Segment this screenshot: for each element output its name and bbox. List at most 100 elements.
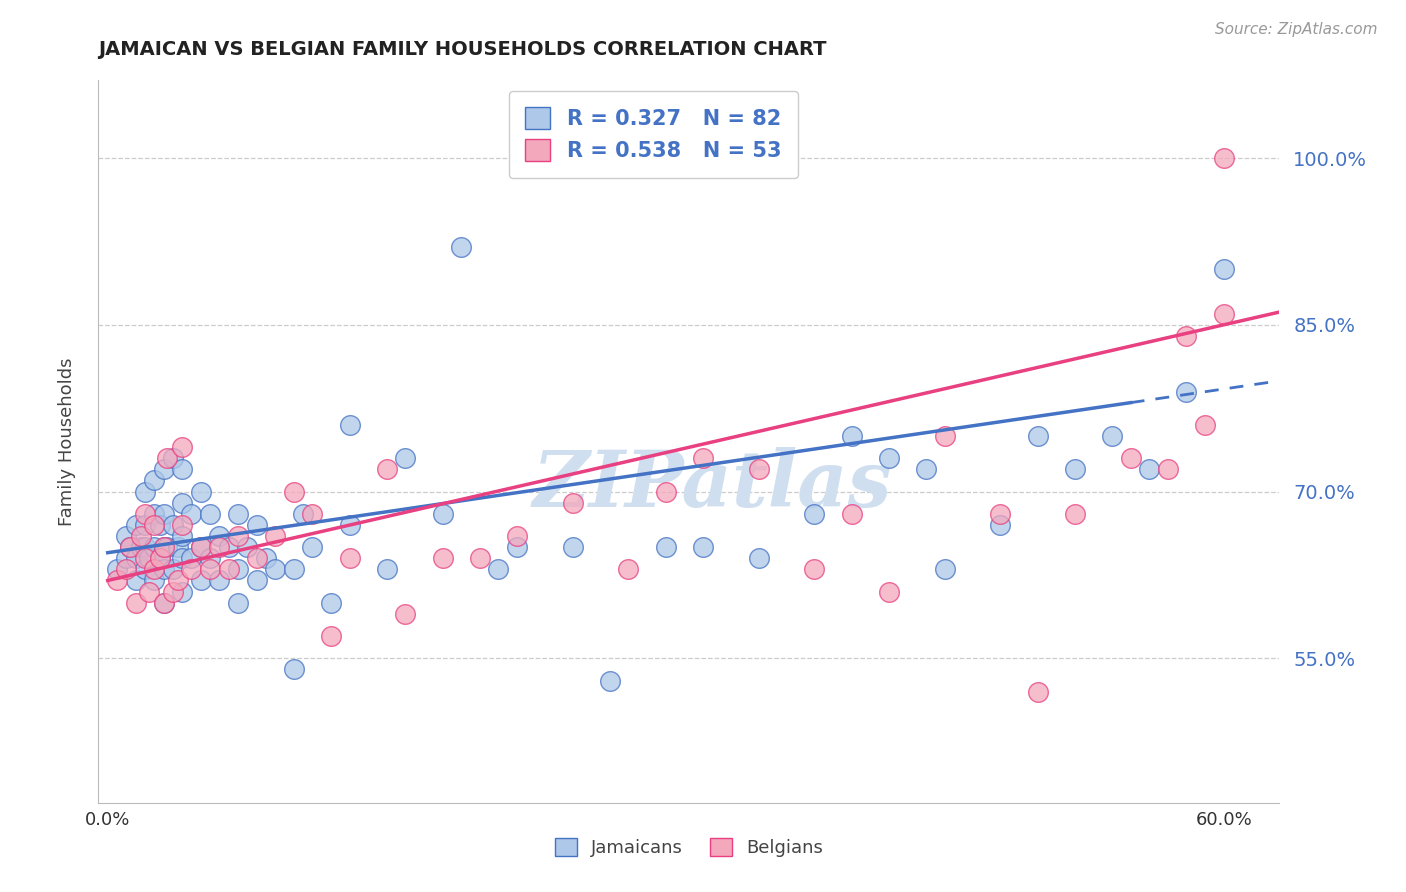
Point — [506, 540, 529, 554]
Point — [301, 507, 323, 521]
Point — [149, 517, 172, 532]
Point — [339, 551, 361, 566]
Text: JAMAICAN VS BELGIAN FAMILY HOUSEHOLDS CORRELATION CHART: JAMAICAN VS BELGIAN FAMILY HOUSEHOLDS CO… — [98, 40, 827, 59]
Point — [692, 540, 714, 554]
Point — [172, 496, 194, 510]
Point — [1194, 417, 1216, 432]
Point — [208, 529, 231, 543]
Point — [218, 540, 240, 554]
Point — [198, 562, 221, 576]
Point — [319, 596, 342, 610]
Point — [803, 507, 825, 521]
Point — [134, 507, 156, 521]
Point — [152, 462, 174, 476]
Point — [561, 496, 583, 510]
Point — [1119, 451, 1142, 466]
Point — [245, 551, 267, 566]
Point — [172, 584, 194, 599]
Point — [149, 551, 172, 566]
Point — [1063, 507, 1085, 521]
Point — [1175, 329, 1198, 343]
Point — [190, 574, 212, 588]
Point — [218, 562, 240, 576]
Point — [172, 529, 194, 543]
Point — [468, 551, 491, 566]
Point — [172, 517, 194, 532]
Point — [375, 462, 398, 476]
Point — [561, 540, 583, 554]
Point — [915, 462, 938, 476]
Legend: Jamaicans, Belgians: Jamaicans, Belgians — [546, 829, 832, 866]
Point — [1063, 462, 1085, 476]
Point — [1026, 684, 1049, 698]
Point — [115, 529, 138, 543]
Point — [134, 562, 156, 576]
Point — [180, 551, 202, 566]
Point — [1157, 462, 1180, 476]
Point — [162, 451, 184, 466]
Point — [124, 596, 146, 610]
Point — [129, 529, 152, 543]
Point — [1026, 429, 1049, 443]
Point — [1212, 307, 1234, 321]
Point — [226, 562, 249, 576]
Point — [226, 529, 249, 543]
Point — [450, 240, 472, 254]
Point — [934, 562, 956, 576]
Point — [115, 562, 138, 576]
Point — [118, 540, 141, 554]
Point — [143, 474, 166, 488]
Point — [152, 596, 174, 610]
Point — [339, 517, 361, 532]
Point — [156, 451, 179, 466]
Point — [190, 540, 212, 554]
Point — [236, 540, 259, 554]
Point — [283, 562, 305, 576]
Point — [180, 507, 202, 521]
Text: Source: ZipAtlas.com: Source: ZipAtlas.com — [1215, 22, 1378, 37]
Text: ZIPatlas: ZIPatlas — [533, 447, 893, 523]
Point — [254, 551, 277, 566]
Point — [134, 517, 156, 532]
Point — [172, 462, 194, 476]
Point — [152, 540, 174, 554]
Point — [162, 517, 184, 532]
Point — [748, 462, 770, 476]
Point — [990, 507, 1012, 521]
Point — [162, 562, 184, 576]
Point — [138, 551, 160, 566]
Point — [124, 517, 146, 532]
Point — [877, 451, 900, 466]
Point — [172, 440, 194, 454]
Point — [1137, 462, 1160, 476]
Point — [115, 551, 138, 566]
Point — [245, 574, 267, 588]
Point — [283, 662, 305, 676]
Point — [301, 540, 323, 554]
Point — [506, 529, 529, 543]
Point — [149, 551, 172, 566]
Point — [190, 540, 212, 554]
Point — [172, 551, 194, 566]
Point — [339, 417, 361, 432]
Point — [134, 484, 156, 499]
Point — [143, 574, 166, 588]
Point — [143, 540, 166, 554]
Point — [841, 507, 863, 521]
Point — [245, 517, 267, 532]
Point — [486, 562, 509, 576]
Point — [118, 540, 141, 554]
Point — [617, 562, 640, 576]
Point — [1212, 262, 1234, 277]
Point — [143, 562, 166, 576]
Point — [990, 517, 1012, 532]
Point — [105, 562, 128, 576]
Point — [208, 540, 231, 554]
Point — [1212, 151, 1234, 165]
Point — [1175, 384, 1198, 399]
Point — [803, 562, 825, 576]
Point — [105, 574, 128, 588]
Point — [841, 429, 863, 443]
Point — [124, 574, 146, 588]
Point — [198, 507, 221, 521]
